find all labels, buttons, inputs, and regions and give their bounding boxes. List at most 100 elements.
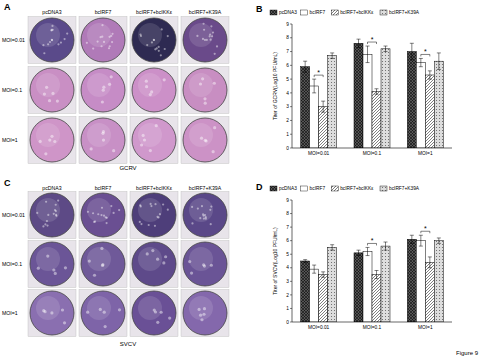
panel-label: C [4, 178, 11, 188]
significance-mark: * [424, 48, 427, 55]
plaque [94, 221, 96, 223]
plaque [211, 35, 213, 37]
plate-tile [28, 192, 76, 239]
plaque [108, 83, 111, 86]
plaque [149, 149, 152, 152]
error-bar [419, 235, 423, 246]
error-stem [323, 101, 324, 112]
plate-sheen [36, 23, 60, 47]
plaque [210, 205, 212, 207]
row-label: MOI=1 [2, 137, 18, 143]
plaque [151, 41, 153, 43]
plaque [202, 38, 204, 40]
x-tick-label: MOI=1 [418, 325, 433, 330]
plate-sheen [189, 123, 213, 147]
error-stem [376, 89, 377, 95]
plaque [55, 204, 57, 206]
plot-area [301, 235, 444, 322]
plaque [156, 216, 158, 218]
y-tick [290, 240, 292, 241]
panel-label: B [256, 4, 263, 14]
plaque [161, 28, 163, 30]
y-tick [290, 148, 292, 149]
plate-sheen [87, 73, 111, 97]
plaque [55, 215, 57, 217]
plate-tile [130, 192, 178, 239]
significance-mark: * [371, 237, 374, 244]
plaque [158, 46, 160, 48]
plate-sheen [36, 198, 60, 222]
plaque [54, 272, 57, 275]
plaque [46, 224, 48, 226]
plate-tile [181, 117, 229, 164]
row-label: MOI=1 [2, 310, 18, 316]
plaque [87, 211, 89, 213]
plaque [202, 313, 205, 316]
plaque [197, 207, 199, 209]
plate-tile [181, 241, 229, 288]
y-tick [290, 322, 292, 323]
plaque [53, 140, 56, 143]
bar-chart: DpcDNA3bcIRF7bcIRF7+bcIKKεbcIRF7+K39A012… [256, 182, 452, 330]
column-label: bcIRF7+K39A [189, 185, 222, 191]
error-cap [366, 62, 370, 63]
plate-sheen [189, 23, 213, 47]
plaque [101, 207, 103, 209]
plate-sheen [87, 123, 111, 147]
plaque [204, 139, 207, 142]
plate-well [81, 242, 125, 286]
plaque [113, 212, 115, 214]
y-tick-label: 6 [286, 63, 289, 68]
plaque [55, 210, 57, 212]
y-tick [290, 120, 292, 121]
plaque [101, 264, 104, 267]
y-tick-label: 0 [286, 146, 289, 151]
plaque [111, 41, 113, 43]
plaque [110, 75, 113, 78]
figure: ApcDNA3bcIRF7bcIRF7+bcIKKεbcIRF7+K39AMOI… [0, 0, 483, 360]
y-tick [290, 200, 292, 201]
legend-swatch [270, 186, 277, 191]
plaque [110, 35, 112, 37]
plate-tile [130, 290, 178, 337]
plate-tile [79, 17, 127, 64]
error-stem [420, 58, 421, 66]
error-cap [321, 112, 325, 113]
error-stem [438, 238, 439, 243]
plaque [93, 274, 96, 277]
y-tick [290, 308, 292, 309]
plate-sheen [138, 247, 162, 271]
plaque [212, 31, 214, 33]
error-stem [429, 71, 430, 79]
plate-sheen [36, 73, 60, 97]
y-tick-label: 7 [286, 49, 289, 54]
plaque [118, 308, 121, 311]
plate-well [30, 68, 74, 112]
plate-tile [130, 17, 178, 64]
legend-swatch [301, 10, 308, 15]
plaque [213, 82, 216, 85]
plate-well [81, 18, 125, 62]
error-cap [428, 267, 432, 268]
error-stem [420, 235, 421, 246]
bar [354, 253, 363, 322]
plate-tile [130, 67, 178, 114]
plate-well [132, 193, 176, 237]
plaque [110, 205, 112, 207]
plate-tile [181, 290, 229, 337]
legend-label: pcDNA3 [279, 186, 297, 191]
plaque [102, 86, 105, 89]
plaque [42, 225, 44, 227]
plate-well [132, 118, 176, 162]
x-tick-label: MOI=0.01 [308, 325, 330, 330]
panel-label: D [256, 182, 263, 192]
plate-sheen [36, 123, 60, 147]
row-label: MOI=0.1 [2, 261, 22, 267]
error-cap [384, 51, 388, 52]
y-tick-label: 0 [286, 320, 289, 325]
y-tick-label: 7 [286, 225, 289, 230]
bar-chart: BpcDNA3bcIRF7bcIRF7+bcIKKεbcIRF7+K39A012… [256, 4, 452, 156]
plate-well [30, 18, 74, 62]
plaque [43, 310, 46, 313]
bar [372, 275, 381, 322]
